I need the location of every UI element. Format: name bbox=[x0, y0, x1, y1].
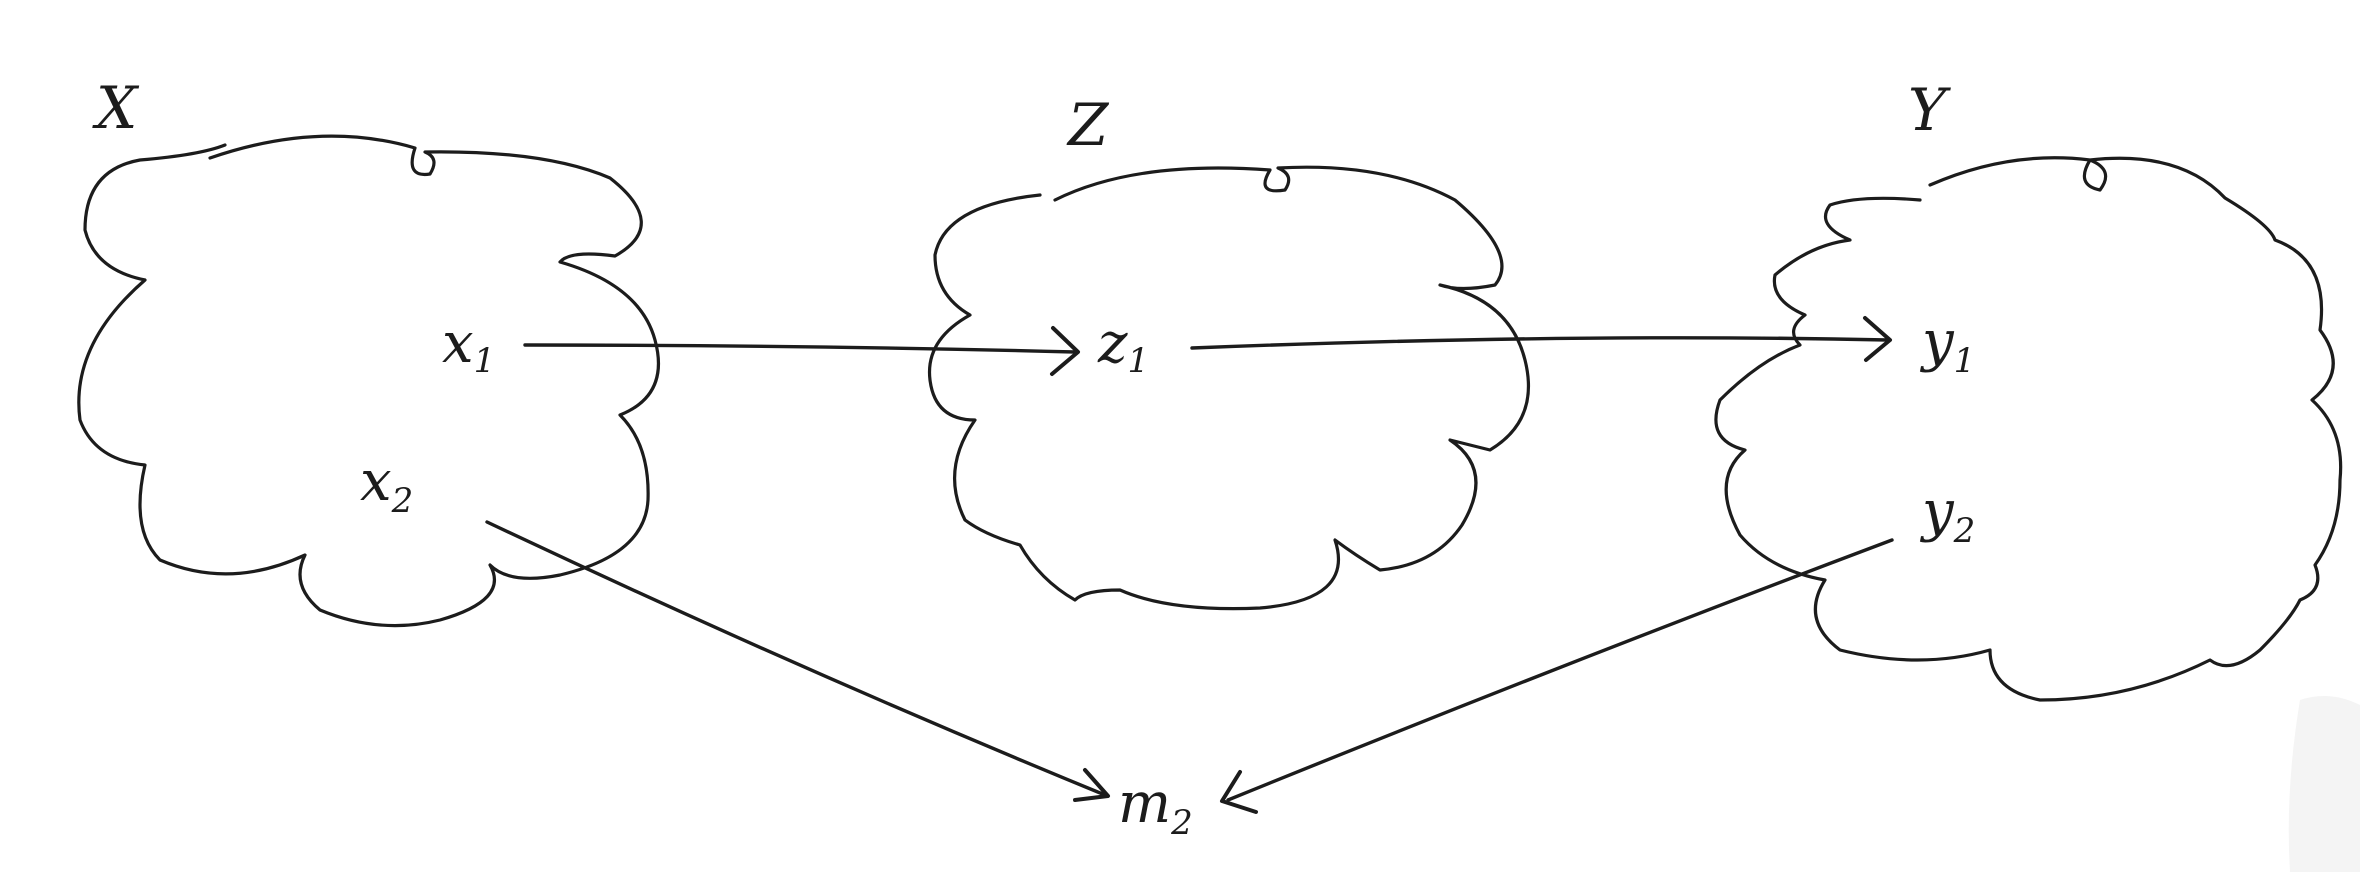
edge-z1-y1 bbox=[1190, 336, 1890, 350]
node-label-x1: x1 bbox=[442, 311, 495, 381]
arrowhead-x2-m2 bbox=[1073, 768, 1110, 802]
arrowhead-y2-m2 bbox=[1220, 770, 1258, 814]
node-label-m2: m2 bbox=[1118, 771, 1193, 843]
node-label-x2: x2 bbox=[360, 449, 413, 521]
edge-x1-z1 bbox=[523, 343, 1077, 354]
edge-y2-m2 bbox=[1226, 538, 1894, 802]
paper-smudge bbox=[2288, 696, 2360, 872]
set-z-cloud bbox=[927, 165, 1530, 611]
set-y-cloud bbox=[1714, 156, 2343, 702]
set-x-cloud bbox=[77, 134, 660, 628]
arrowhead-x1-z1 bbox=[1050, 326, 1080, 376]
set-label-x: X bbox=[92, 74, 140, 142]
arrowhead-z1-y1 bbox=[1863, 316, 1892, 362]
node-label-y1: y1 bbox=[1919, 309, 1975, 381]
edge-x2-m2 bbox=[485, 520, 1107, 797]
node-label-y2: y2 bbox=[1919, 479, 1975, 551]
set-label-z: Z bbox=[1066, 91, 1110, 159]
set-label-y: Y bbox=[1908, 76, 1951, 144]
node-label-z1: z1 bbox=[1097, 311, 1149, 381]
